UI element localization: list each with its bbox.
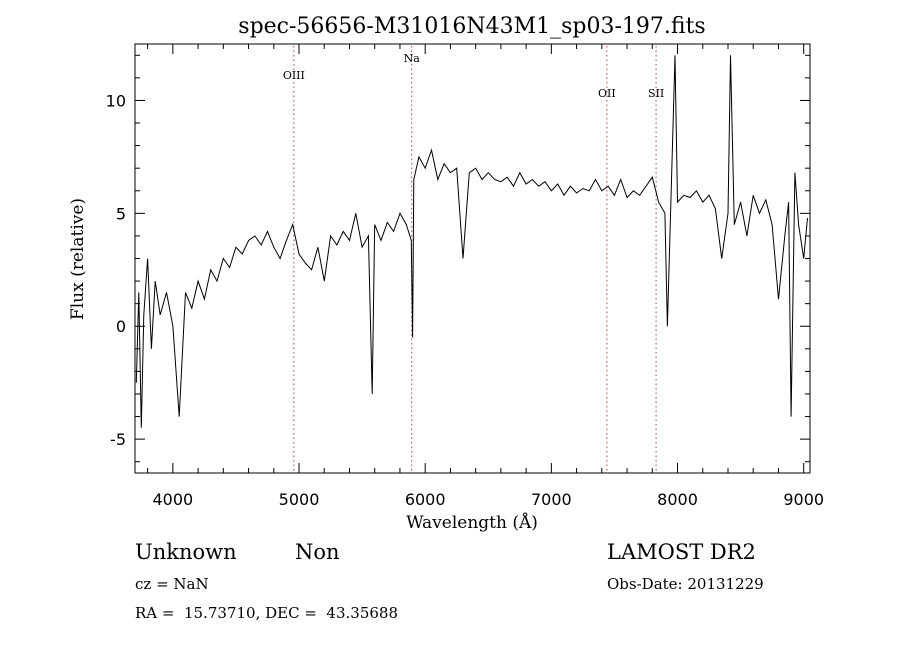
redshift-cz: cz = NaN [135,575,209,593]
object-subclass: Non [295,540,340,564]
object-class: Unknown [135,540,237,564]
y-axis-label: Flux (relative) [68,198,88,320]
x-tick-label: 4000 [152,490,193,509]
plot-frame [134,43,811,474]
vline-label-3: SII [648,87,664,100]
y-tick-label: 10 [106,91,126,110]
x-tick-label: 6000 [405,490,446,509]
observation-date: Obs-Date: 20131229 [607,575,764,593]
axis-ticks [135,44,810,473]
vline-label-2: OII [598,87,616,100]
x-axis-label: Wavelength (Å) [406,512,538,533]
chart-title: spec-56656-M31016N43M1_sp03-197.fits [238,14,705,39]
y-tick-label: -5 [110,430,126,449]
emission-line-markers: OIII Na OII SII [283,46,664,473]
y-tick-label: 0 [116,317,126,336]
x-tick-label: 8000 [657,490,698,509]
spectrum-line [135,55,808,428]
tick-labels: 4000 5000 6000 7000 8000 9000 -5 0 5 10 [106,91,824,509]
x-tick-label: 9000 [783,490,824,509]
vline-label-0: OIII [283,69,305,82]
vline-label-1: Na [404,52,421,65]
x-tick-label: 5000 [279,490,320,509]
survey-name: LAMOST DR2 [607,540,756,564]
y-tick-label: 5 [116,204,126,223]
coordinates: RA = 15.73710, DEC = 43.35688 [135,604,399,622]
x-tick-label: 7000 [531,490,572,509]
